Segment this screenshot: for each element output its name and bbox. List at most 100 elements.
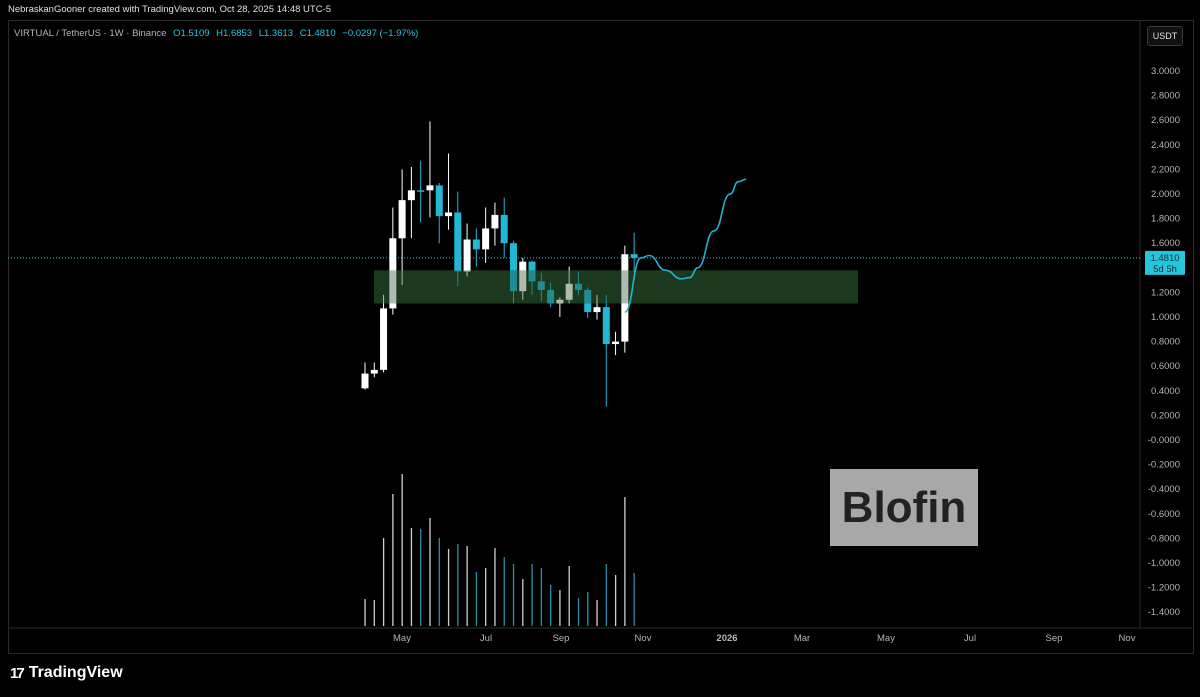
volume-bar	[364, 599, 366, 626]
symbol-label: VIRTUAL / TetherUS · 1W · Binance	[14, 28, 167, 39]
candle-body	[426, 185, 434, 191]
candle	[370, 362, 378, 378]
x-tick-label: Sep	[1046, 633, 1063, 644]
tradingview-logo-icon: 17	[10, 664, 25, 682]
y-tick-label: 1.0000	[1151, 312, 1180, 323]
volume-bar	[624, 497, 626, 626]
volume-bar	[614, 575, 617, 626]
y-tick-label: 2.8000	[1151, 91, 1180, 102]
candle-body	[602, 307, 610, 345]
attribution: NebraskanGooner created with TradingView…	[8, 4, 331, 15]
candle	[445, 153, 453, 230]
candle-body	[370, 369, 378, 374]
volume-bar	[466, 546, 468, 626]
volume-bar	[596, 600, 598, 626]
candle	[500, 197, 508, 258]
candle-body	[612, 341, 620, 345]
volume-bar	[559, 590, 561, 626]
candle-body	[519, 261, 527, 292]
x-tick-label: May	[877, 633, 895, 644]
candle-body	[621, 254, 629, 342]
y-tick-label: -0.8000	[1148, 533, 1180, 544]
candle	[426, 121, 434, 218]
y-tick-label: -1.4000	[1148, 607, 1180, 618]
candle	[593, 294, 601, 320]
y-tick-label: 0.4000	[1151, 386, 1180, 397]
volume-bar	[540, 568, 543, 626]
candle-body	[547, 289, 555, 304]
y-tick-label: 3.0000	[1151, 66, 1180, 77]
x-tick-label: Jul	[480, 633, 492, 644]
candle-body	[537, 281, 545, 290]
volume-bar	[494, 548, 496, 626]
y-tick-label: 2.0000	[1151, 189, 1180, 200]
volume-bar	[633, 573, 635, 626]
y-tick-label: 0.2000	[1151, 410, 1180, 421]
candle	[602, 294, 610, 407]
candle-body	[463, 239, 471, 272]
candle-body	[398, 200, 406, 239]
volume-bar	[577, 598, 580, 626]
volume-bar	[457, 544, 459, 626]
volume-bar	[485, 568, 487, 626]
x-tick-label: 2026	[716, 633, 737, 644]
low-value: L1.3613	[258, 28, 294, 39]
volume-bar	[373, 600, 375, 626]
y-tick-label: 2.2000	[1151, 164, 1180, 175]
candle-body	[482, 228, 490, 250]
candle-body	[407, 190, 415, 201]
candle-body	[630, 254, 638, 258]
candle-body	[361, 373, 369, 389]
y-tick-label: -0.4000	[1148, 484, 1180, 495]
volume-bar	[420, 529, 422, 626]
candle	[417, 160, 425, 223]
candle	[407, 166, 415, 239]
volume-bar	[429, 518, 431, 626]
change-value: −0.0297 (−1.97%)	[342, 28, 419, 39]
blofin-watermark: Blofin	[830, 469, 978, 546]
candle	[398, 169, 406, 286]
chart-frame[interactable]	[8, 20, 1194, 654]
volume-bar	[587, 592, 589, 626]
y-tick-label: 2.4000	[1151, 140, 1180, 151]
candle-body	[389, 238, 397, 309]
candle-body	[565, 283, 573, 300]
volume-bar	[392, 494, 394, 626]
volume-bar	[401, 474, 403, 626]
currency-button[interactable]: USDT	[1147, 26, 1183, 46]
candle	[454, 191, 462, 287]
candle	[463, 223, 471, 277]
last-price-value: 1.4810	[1150, 253, 1179, 264]
volume-bar	[503, 557, 505, 626]
watermark-text: Blofin	[841, 482, 967, 532]
y-tick-label: 1.6000	[1151, 238, 1180, 249]
candle	[361, 362, 369, 390]
candle-body	[500, 214, 508, 244]
candle	[472, 228, 480, 267]
symbol-legend: VIRTUAL / TetherUS · 1W · Binance O1.510…	[14, 28, 418, 39]
candle-body	[584, 289, 592, 313]
candle	[630, 232, 638, 273]
candle-body	[491, 214, 499, 229]
last-price-badge	[1145, 250, 1185, 275]
volume-bar	[605, 564, 607, 626]
y-tick-label: 0.8000	[1151, 337, 1180, 348]
tradingview-footer: 17 TradingView	[10, 664, 123, 682]
volume-bar	[475, 572, 478, 626]
candle	[509, 240, 517, 304]
candle	[380, 294, 388, 373]
candle-body	[528, 261, 536, 282]
candle-body	[445, 212, 453, 217]
candle-body	[472, 239, 480, 250]
candle-body	[435, 185, 443, 217]
y-tick-label: -0.2000	[1148, 460, 1180, 471]
open-value: O1.5109	[173, 28, 210, 39]
candle	[528, 260, 536, 295]
volume-bar	[447, 549, 450, 626]
volume-bar	[531, 564, 533, 626]
candle	[584, 287, 592, 319]
candle	[482, 207, 490, 263]
footer-brand: TradingView	[28, 664, 123, 681]
projection-path	[624, 178, 747, 313]
